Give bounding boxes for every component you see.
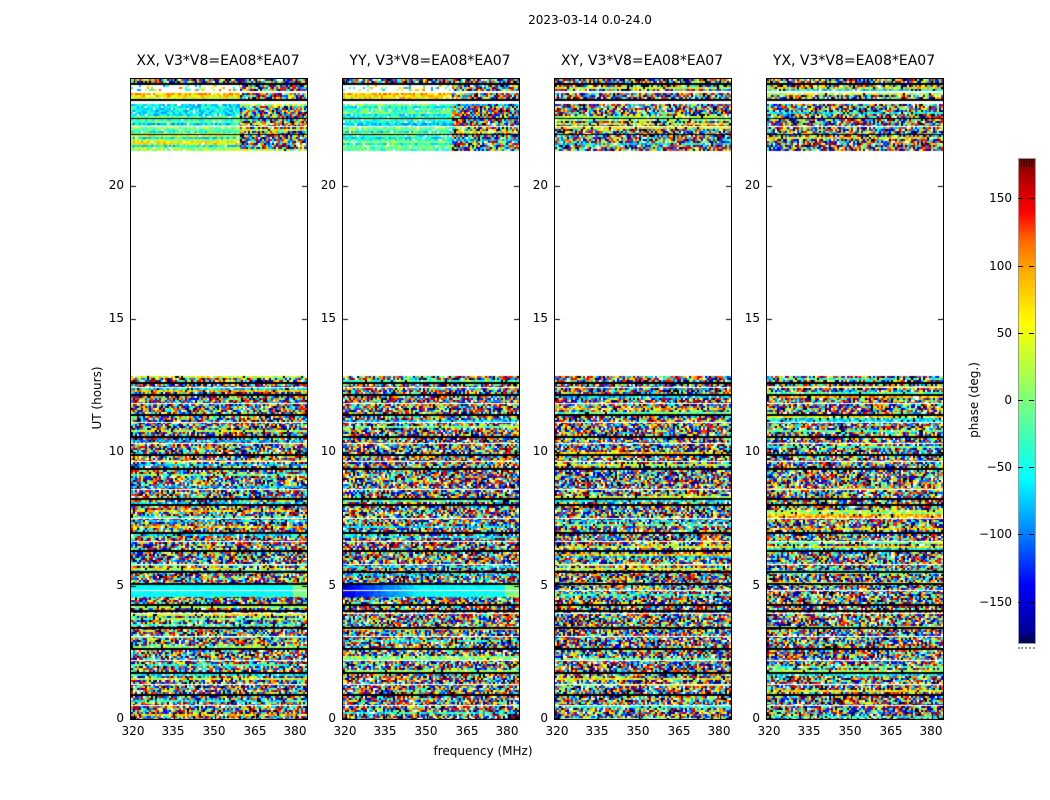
colorbar-tick	[1018, 400, 1023, 401]
x-tick-label: 320	[545, 724, 569, 738]
colorbar-tick	[1029, 198, 1034, 199]
heatmap-YY	[343, 79, 519, 719]
y-tick-label: 15	[320, 311, 336, 325]
colorbar-tick	[1029, 266, 1034, 267]
x-axis-label: frequency (MHz)	[433, 744, 533, 758]
colorbar-tick	[1029, 534, 1034, 535]
y-tick-label: 0	[540, 711, 548, 725]
x-tick-label: 335	[161, 724, 185, 738]
y-tick-label: 0	[752, 711, 760, 725]
panel-title-XY: XY, V3*V8=EA08*EA07	[560, 53, 724, 69]
colorbar-tick	[1018, 534, 1023, 535]
y-tick-label: 10	[744, 444, 760, 458]
y-tick-label: 15	[744, 311, 760, 325]
panel-YY	[342, 78, 520, 720]
y-tick-label: 10	[532, 444, 548, 458]
figure-title: 2023-03-14 0.0-24.0	[528, 13, 652, 27]
x-tick-label: 350	[626, 724, 650, 738]
colorbar-bottom-comb	[1021, 635, 1033, 643]
colorbar-top-comb	[1021, 159, 1033, 167]
x-tick-label: 320	[333, 724, 357, 738]
x-tick-label: 365	[879, 724, 903, 738]
colorbar-gradient	[1019, 159, 1035, 643]
panel-title-XX: XX, V3*V8=EA08*EA07	[136, 53, 300, 69]
x-tick-label: 365	[243, 724, 267, 738]
y-tick-label: 10	[320, 444, 336, 458]
heatmap-XY	[555, 79, 731, 719]
colorbar-tick	[1029, 333, 1034, 334]
colorbar-tick	[1029, 467, 1034, 468]
y-tick-label: 5	[116, 578, 124, 592]
heatmap-YX	[767, 79, 943, 719]
panel-title-YX: YX, V3*V8=EA08*EA07	[772, 53, 936, 69]
y-axis-label: UT (hours)	[90, 366, 104, 430]
panel-title-YY: YY, V3*V8=EA08*EA07	[349, 53, 511, 69]
x-tick-label: 365	[455, 724, 479, 738]
y-tick-label: 5	[540, 578, 548, 592]
x-tick-label: 335	[373, 724, 397, 738]
panel-XY	[554, 78, 732, 720]
y-tick-label: 10	[108, 444, 124, 458]
colorbar-tick-label: 0	[1004, 393, 1012, 407]
colorbar-tick-label: −100	[979, 527, 1012, 541]
colorbar-tick	[1018, 467, 1023, 468]
colorbar-tick-label: 150	[989, 191, 1012, 205]
x-tick-label: 335	[797, 724, 821, 738]
colorbar-tick	[1018, 266, 1023, 267]
y-tick-label: 5	[752, 578, 760, 592]
x-tick-label: 350	[202, 724, 226, 738]
colorbar-underline	[1018, 647, 1035, 649]
colorbar	[1018, 158, 1036, 644]
y-tick-label: 15	[108, 311, 124, 325]
colorbar-tick-label: −50	[986, 460, 1012, 474]
colorbar-tick-label: 100	[989, 259, 1012, 273]
colorbar-tick	[1018, 333, 1023, 334]
heatmap-XX	[131, 79, 307, 719]
y-tick-label: 15	[532, 311, 548, 325]
x-tick-label: 335	[585, 724, 609, 738]
colorbar-tick	[1029, 400, 1034, 401]
panel-YX	[766, 78, 944, 720]
y-tick-label: 20	[320, 178, 336, 192]
colorbar-tick-label: −150	[979, 595, 1012, 609]
y-tick-label: 5	[328, 578, 336, 592]
x-tick-label: 365	[667, 724, 691, 738]
y-tick-label: 20	[744, 178, 760, 192]
x-tick-label: 380	[495, 724, 519, 738]
x-tick-label: 380	[707, 724, 731, 738]
panel-XX	[130, 78, 308, 720]
y-tick-label: 0	[328, 711, 336, 725]
x-tick-label: 320	[121, 724, 145, 738]
colorbar-tick	[1018, 602, 1023, 603]
y-tick-label: 20	[108, 178, 124, 192]
y-tick-label: 0	[116, 711, 124, 725]
x-tick-label: 380	[919, 724, 943, 738]
x-tick-label: 350	[414, 724, 438, 738]
x-tick-label: 320	[757, 724, 781, 738]
colorbar-tick	[1018, 198, 1023, 199]
y-tick-label: 20	[532, 178, 548, 192]
colorbar-tick	[1029, 602, 1034, 603]
x-tick-label: 350	[838, 724, 862, 738]
x-tick-label: 380	[283, 724, 307, 738]
colorbar-tick-label: 50	[996, 326, 1012, 340]
